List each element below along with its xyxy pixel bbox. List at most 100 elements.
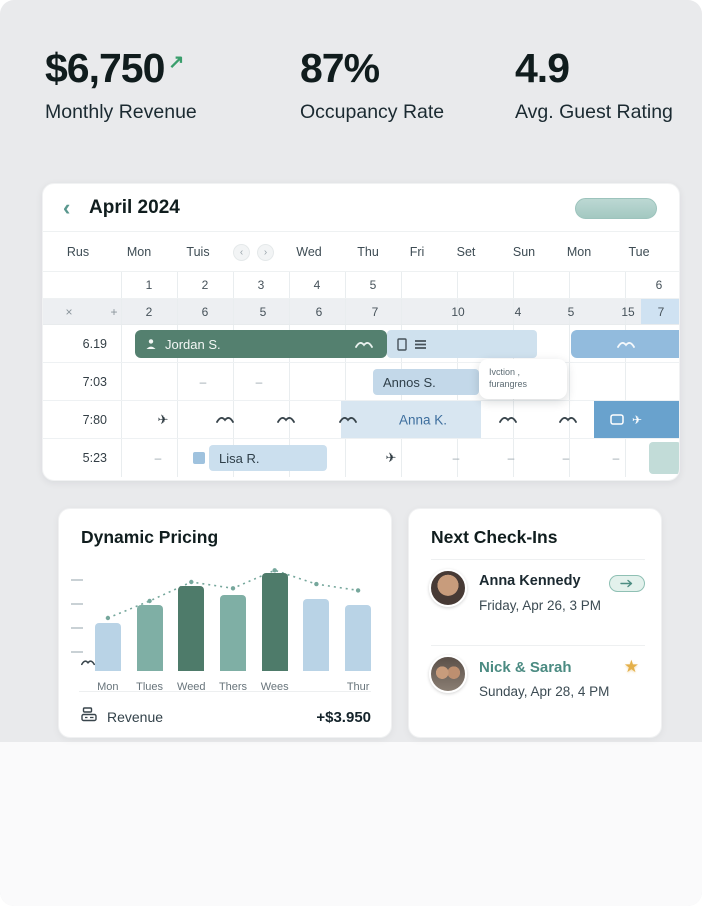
day-label: Tue [628, 245, 650, 259]
week-summary-row: × + 2 6 5 6 7 10 4 5 15 7 [43, 299, 679, 325]
back-chevron-icon[interactable]: ‹ [63, 195, 71, 220]
calendar-title: April 2024 [89, 197, 180, 218]
week-cell: 2 [145, 304, 153, 319]
bird-icon [339, 411, 357, 429]
star-icon: ★ [623, 657, 639, 676]
tooltip-line: Ivction , [489, 367, 521, 377]
checkin-time: Sunday, Apr 28, 4 PM [479, 684, 610, 699]
close-icon[interactable]: × [65, 304, 73, 319]
empty-slot-dash: – [255, 374, 263, 389]
chevron-left-icon: ‹ [239, 247, 244, 258]
divider [79, 691, 371, 692]
week-cell: 15 [621, 304, 635, 319]
booking-label: Anna K. [399, 412, 448, 427]
week-cell: 7 [657, 304, 665, 319]
stat-value-text: $6,750 [45, 45, 165, 91]
booking-annos[interactable]: Annos S. [373, 369, 479, 395]
booking-label: Jordan S. [165, 336, 221, 352]
revenue-value: +$3.950 [316, 708, 371, 726]
date-cell: 6 [655, 278, 663, 292]
week-cell: 6 [315, 304, 323, 319]
pricing-title: Dynamic Pricing [81, 527, 219, 547]
date-number-row: 1 2 3 4 5 6 [43, 272, 679, 299]
revenue-label: Revenue [107, 709, 164, 725]
guest-icon [146, 339, 156, 349]
grid-lines [121, 272, 679, 298]
axis-tick [71, 579, 83, 581]
day-label: Sun [512, 245, 536, 259]
stat-label: Avg. Guest Rating [515, 101, 673, 123]
bird-icon [559, 411, 577, 429]
trend-line-svg [105, 568, 361, 621]
divider [431, 645, 645, 646]
date-cell: 4 [313, 278, 321, 292]
prev-week-button[interactable]: ‹ [233, 244, 250, 261]
bird-icon [81, 653, 95, 671]
empty-slot-dash: – [452, 451, 460, 465]
checkin-time: Friday, Apr 26, 3 PM [479, 598, 602, 613]
available-cell[interactable] [649, 442, 679, 474]
empty-slot-dash: – [562, 451, 570, 465]
axis-tick [71, 627, 83, 629]
chart-category-label: Tlues [136, 681, 164, 693]
chevron-right-icon: › [263, 247, 268, 258]
axis-tick [71, 651, 83, 653]
cash-register-icon [81, 707, 97, 727]
week-cell: 5 [567, 304, 575, 319]
price-bar-7 [345, 605, 372, 671]
chart-category-label: Thers [218, 681, 248, 693]
price-bar-1 [94, 623, 121, 671]
booking-jordan[interactable]: Jordan S. [135, 330, 387, 358]
bird-icon [355, 342, 373, 348]
time-label: 7:03 [82, 374, 107, 389]
guest-name: Nick & Sarah [479, 659, 572, 676]
empty-slot-dash: – [612, 451, 620, 465]
date-cell: 1 [145, 278, 153, 292]
dynamic-pricing-card: Dynamic Pricing Mon Tlues Weed Thers Wees Thu… [58, 508, 392, 738]
calendar-action-pill[interactable] [575, 198, 657, 219]
day-label: Rus [66, 245, 90, 259]
stat-value: 4.9 [515, 45, 570, 91]
booking-tooltip: Ivction , furangres [479, 359, 567, 399]
day-label: Set [456, 245, 476, 259]
next-week-button[interactable]: › [257, 244, 274, 261]
week-cell: 6 [201, 304, 209, 319]
booking-unlabeled[interactable] [387, 330, 537, 358]
divider [431, 559, 645, 560]
booking-label: Annos S. [383, 374, 436, 390]
pricing-footer: Revenue +$3.950 [81, 705, 371, 729]
calendar-time-row-2: 7:03 – – Annos S. Ivction , furangres [43, 359, 679, 401]
day-label: Mon [566, 245, 592, 259]
date-cell: 3 [257, 278, 265, 292]
calendar-time-row-3: 7:80 ✈ Anna K. ✈ [43, 401, 679, 439]
week-cell: 7 [371, 304, 379, 319]
booking-marker[interactable] [193, 452, 205, 464]
day-header-row: Rus Mon Tuis ‹ › Wed Thu Fri Set Sun Mon… [43, 232, 679, 272]
plane-icon: ✈ [632, 412, 643, 427]
grid-lines [121, 299, 679, 324]
booking-right[interactable] [571, 330, 679, 358]
plane-icon: ✈ [157, 411, 169, 427]
empty-slot-dash: – [154, 451, 162, 465]
booking-anna[interactable]: Anna K. [341, 401, 481, 438]
time-label: 7:80 [82, 412, 107, 427]
pricing-chart: Mon Tlues Weed Thers Wees Thur [71, 565, 379, 693]
selected-booking-cell[interactable]: ✈ [594, 401, 679, 438]
time-label: 5:23 [82, 451, 107, 465]
checkin-item-anna[interactable]: Anna Kennedy Friday, Apr 26, 3 PM [409, 569, 661, 649]
stat-value: $6,750 ↗ [45, 45, 197, 92]
price-bar-6 [303, 599, 330, 671]
check-in-arrow-badge [609, 575, 645, 592]
checkin-item-nick-sarah[interactable]: Nick & Sarah ★ Sunday, Apr 28, 4 PM [409, 655, 661, 735]
week-cell: 10 [451, 304, 465, 319]
stat-label: Monthly Revenue [45, 101, 197, 123]
booking-lisa[interactable]: Lisa R. [209, 445, 327, 471]
trend-up-icon: ↗ [168, 52, 185, 73]
day-label: Tuis [186, 245, 210, 259]
bird-icon [277, 411, 295, 429]
bird-icon [216, 411, 234, 429]
add-icon[interactable]: + [110, 304, 118, 319]
document-icon [397, 337, 407, 351]
bird-icon [499, 411, 517, 429]
tooltip-line: furangres [489, 379, 528, 390]
